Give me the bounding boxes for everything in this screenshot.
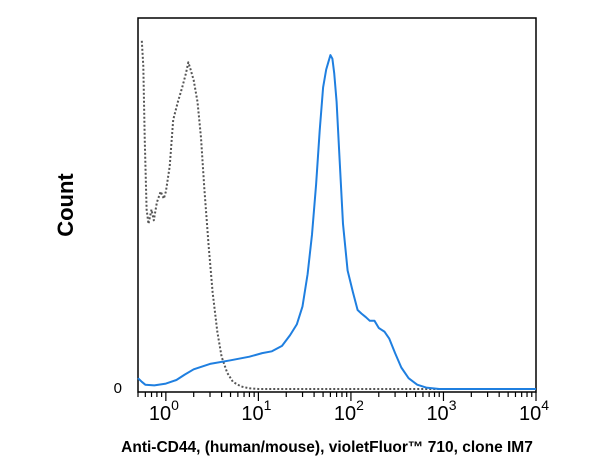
x-axis-ticks: 100 101 102 103 104 [137, 392, 549, 425]
histogram-series-solid [137, 54, 536, 390]
histogram-series-dotted [140, 40, 536, 390]
x-tick-label: 101 [241, 397, 271, 425]
x-tick-label: 102 [334, 397, 364, 425]
series-layer [137, 40, 536, 390]
plot-border [137, 17, 537, 393]
x-axis-title: Anti-CD44, (human/mouse), violetFluor™ 7… [121, 439, 533, 456]
y-axis-title: Count [53, 173, 78, 237]
x-tick-label: 104 [519, 397, 549, 425]
x-tick-label: 100 [149, 397, 179, 425]
x-tick-label: 103 [426, 397, 456, 425]
y-axis-ticks: 0 [114, 380, 122, 397]
y-tick-label: 0 [114, 380, 122, 397]
plot-frame [137, 17, 537, 393]
